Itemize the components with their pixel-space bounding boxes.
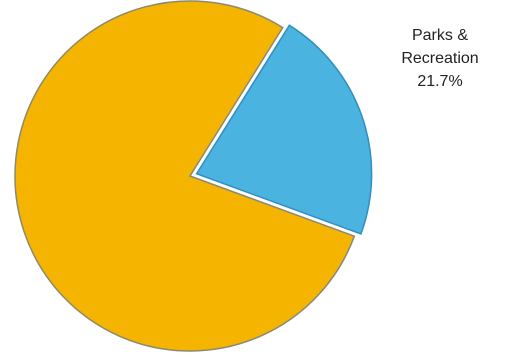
slice-value-label: 21.7% xyxy=(417,73,463,90)
pie-slice xyxy=(14,0,356,352)
slice-label: Parks & Recreation xyxy=(401,27,479,67)
pie-slice xyxy=(195,24,373,235)
